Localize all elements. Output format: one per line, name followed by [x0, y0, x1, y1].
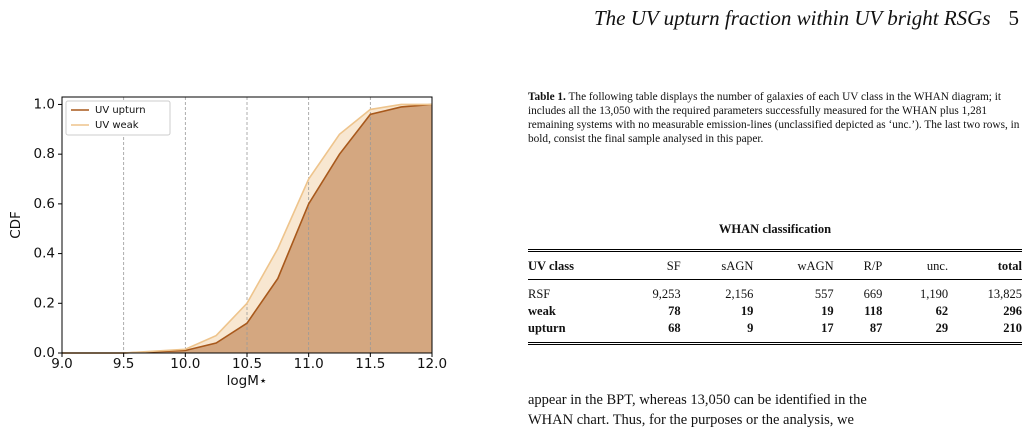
table-cell: 19	[740, 304, 754, 318]
x-tick-label: 10.5	[232, 356, 262, 372]
table-cell: 669	[863, 287, 883, 301]
column-header: sAGN	[684, 250, 758, 280]
area	[62, 104, 432, 353]
y-tick-label: 0.2	[34, 295, 55, 311]
legend-label: UV upturn	[95, 105, 146, 116]
table-cell: 19	[821, 304, 834, 318]
legend-box	[65, 100, 171, 136]
x-tick-label: 9.5	[113, 356, 134, 372]
column-header: total	[952, 250, 1022, 280]
caption-label: Table 1.	[528, 91, 566, 103]
table-cell: 118	[864, 304, 883, 318]
body-text: appear in the BPT, whereas 13,050 can be…	[528, 392, 867, 408]
column-header: SF	[618, 250, 685, 280]
table-heading: WHAN classification	[718, 222, 832, 236]
table: UV class SF sAGN wAGN R/P unc. total RSF 9,253 2,…	[528, 249, 1022, 345]
header-title: The UV upturn fraction within UV bright …	[594, 6, 991, 30]
column-header: R/P	[837, 250, 887, 280]
area	[62, 104, 432, 353]
legend-label: UV weak	[95, 120, 139, 131]
x-tick-label: 11.0	[294, 356, 324, 372]
table-cell: 78	[668, 304, 681, 318]
y-tick-label: 0.8	[34, 146, 55, 162]
line	[62, 103, 433, 354]
table-cell: 2,156	[725, 287, 754, 301]
table-caption: Table 1. The following table displays th…	[528, 90, 1022, 146]
table-cell: 557	[814, 287, 834, 301]
x-tick-label: 12.0	[417, 356, 447, 372]
table-cell: 296	[1003, 304, 1022, 318]
y-tick-label: 0.4	[34, 246, 55, 262]
x-tick-label: 10.0	[170, 356, 200, 372]
table-cell: 17	[821, 321, 834, 335]
x-axis-label: logM⋆	[227, 373, 268, 389]
column-header: wAGN	[757, 250, 838, 280]
table-cell: RSF	[528, 287, 551, 301]
table-cell: 9,253	[652, 287, 681, 301]
table-cell: 210	[1003, 321, 1022, 335]
table-cell: 9	[747, 321, 754, 335]
line	[62, 103, 432, 354]
table-row: RSF 9,253 2,156 557 669 1,190 13,825	[528, 280, 1022, 304]
y-tick-label: 1.0	[34, 96, 55, 112]
body-text: WHAN chart. Thus, for the purposes or th…	[528, 412, 854, 428]
header-row: UV class SF sAGN wAGN R/P unc. total	[528, 250, 1022, 280]
y-tick-label: 0.6	[34, 196, 55, 212]
x-tick-label: 9.0	[51, 356, 72, 372]
chart: 9.0 9.5 10.0 10.5 11.0 11.5 12.0 0.0 0.2 0.4 0.6 0.…	[8, 96, 447, 389]
x-tick-label: 11.5	[355, 356, 385, 372]
table-cell: 29	[935, 321, 949, 335]
table-row: weak 78 19 19 118 62 296	[528, 303, 1022, 320]
table-cell: upturn	[528, 321, 566, 335]
column-header: UV class	[528, 250, 619, 280]
table-cell: 87	[869, 321, 883, 335]
table-row: upturn 68 9 17 87 29 210	[528, 320, 1022, 344]
caption-text: The following table displays the number …	[528, 91, 1020, 145]
legend: UV upturn UV weak	[65, 100, 171, 136]
y-tick-label: 0.0	[34, 345, 55, 361]
table-cell: 68	[668, 321, 681, 335]
running-header: The UV upturn fraction within UV bright …	[594, 6, 1019, 31]
table-cell: 62	[935, 304, 949, 318]
column-header: unc.	[886, 250, 953, 280]
table-cell: 13,825	[987, 287, 1022, 301]
y-axis-label: CDF	[8, 211, 24, 239]
table-cell: weak	[528, 304, 556, 318]
page-number: 5	[1008, 6, 1020, 30]
table-cell: 1,190	[919, 287, 949, 301]
